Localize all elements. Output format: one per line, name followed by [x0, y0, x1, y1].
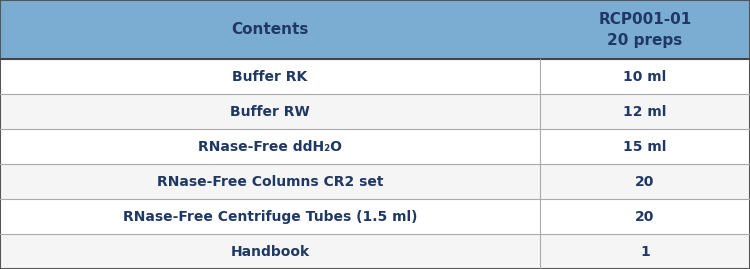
Text: Buffer RK: Buffer RK [232, 70, 308, 84]
Text: Buffer RW: Buffer RW [230, 105, 310, 119]
Text: RNase-Free Centrifuge Tubes (1.5 ml): RNase-Free Centrifuge Tubes (1.5 ml) [123, 210, 417, 224]
Bar [0, 164, 750, 199]
Bar [0, 129, 750, 164]
Text: 1: 1 [640, 245, 650, 259]
Bar [0, 94, 750, 129]
Text: 20: 20 [635, 210, 655, 224]
Text: 15 ml: 15 ml [623, 140, 667, 154]
Text: Handbook: Handbook [230, 245, 310, 259]
Bar [0, 234, 750, 269]
Bar [0, 59, 750, 94]
Text: RCP001-01
20 preps: RCP001-01 20 preps [598, 12, 692, 48]
Text: RNase-Free Columns CR2 set: RNase-Free Columns CR2 set [157, 175, 383, 189]
Text: Contents: Contents [231, 22, 309, 37]
Bar [0, 199, 750, 234]
Bar [0, 0, 750, 59]
Text: 10 ml: 10 ml [623, 70, 667, 84]
Text: RNase-Free ddH₂O: RNase-Free ddH₂O [198, 140, 342, 154]
Text: 20: 20 [635, 175, 655, 189]
Text: 12 ml: 12 ml [623, 105, 667, 119]
